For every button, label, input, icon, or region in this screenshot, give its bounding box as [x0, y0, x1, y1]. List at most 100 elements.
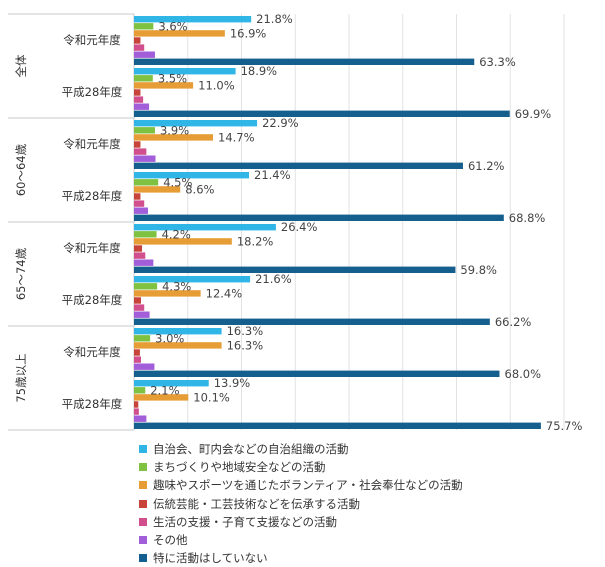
bar — [134, 148, 147, 155]
bar — [134, 141, 141, 148]
bar — [134, 328, 222, 335]
legend-label: 生活の支援・子育て支援などの活動 — [153, 514, 337, 529]
data-label: 66.2% — [495, 315, 532, 329]
category-label: 令和元年度 — [63, 241, 121, 255]
legend-swatch — [139, 517, 147, 526]
data-label: 18.2% — [237, 234, 274, 248]
group-label: 全体 — [14, 54, 28, 77]
bar — [134, 103, 150, 110]
bar — [134, 89, 141, 96]
data-label: 3.5% — [158, 71, 187, 85]
data-label: 21.4% — [254, 168, 291, 182]
legend-swatch — [139, 554, 147, 563]
category-label: 令和元年度 — [63, 345, 121, 359]
bar — [134, 44, 145, 51]
bar — [134, 162, 463, 169]
bar — [134, 193, 141, 200]
data-label: 18.9% — [241, 64, 278, 78]
chart-labels: 全体令和元年度21.8%3.6%16.9%63.3%平成28年度18.9%3.5… — [14, 12, 582, 433]
data-label: 16.9% — [230, 26, 267, 40]
data-label: 3.6% — [158, 19, 187, 33]
legend-swatch — [139, 481, 147, 490]
data-label: 21.6% — [255, 272, 292, 286]
bar — [134, 23, 154, 30]
legend-label: 趣味やスポーツを通じたボランティア・社会奉仕などの活動 — [153, 478, 463, 493]
bar — [134, 37, 141, 44]
legend-item: その他 — [139, 531, 463, 549]
legend-swatch — [139, 463, 147, 472]
bar — [134, 127, 155, 134]
data-label: 68.8% — [509, 211, 546, 225]
data-label: 3.0% — [155, 331, 184, 345]
bar — [134, 349, 140, 356]
bar — [134, 224, 276, 231]
bar — [134, 120, 258, 127]
data-label: 16.3% — [227, 338, 264, 352]
chart-bars — [134, 16, 541, 429]
data-label: 14.7% — [218, 130, 255, 144]
bar — [134, 335, 151, 342]
data-label: 16.3% — [227, 324, 264, 338]
bar — [134, 110, 510, 117]
bar — [134, 134, 214, 141]
bar — [134, 415, 147, 422]
bar — [134, 96, 144, 103]
legend-label: その他 — [153, 532, 188, 547]
bar — [134, 422, 541, 429]
bar — [134, 318, 490, 325]
legend-swatch — [139, 499, 147, 508]
legend-item: 伝統芸能・工芸技術などを伝承する活動 — [139, 495, 463, 513]
legend-item: 趣味やスポーツを通じたボランティア・社会奉仕などの活動 — [139, 476, 463, 494]
data-label: 75.7% — [546, 419, 583, 433]
bar — [134, 200, 145, 207]
bar — [134, 155, 156, 162]
bar — [134, 179, 159, 186]
data-label: 3.9% — [160, 123, 189, 137]
data-label: 11.0% — [198, 78, 235, 92]
legend-item: 自治会、町内会などの自治組織の活動 — [139, 440, 463, 458]
bar — [134, 342, 222, 349]
bar — [134, 82, 194, 89]
bar — [134, 51, 155, 58]
legend-item: 生活の支援・子育て支援などの活動 — [139, 513, 463, 531]
legend-label: 特に活動はしていない — [153, 551, 268, 566]
data-label: 68.0% — [505, 367, 542, 381]
legend-swatch — [139, 445, 147, 454]
category-label: 平成28年度 — [62, 293, 123, 307]
bar — [134, 30, 225, 37]
data-label: 26.4% — [281, 220, 318, 234]
bar — [134, 290, 201, 297]
bar — [134, 214, 504, 221]
bar — [134, 231, 157, 238]
legend-swatch — [139, 536, 147, 545]
data-label: 2.1% — [150, 383, 179, 397]
bar — [134, 75, 153, 82]
bar — [134, 304, 145, 311]
data-label: 12.4% — [206, 286, 243, 300]
legend-label: 伝統芸能・工芸技術などを伝承する活動 — [153, 496, 360, 511]
bar-chart: 全体令和元年度21.8%3.6%16.9%63.3%平成28年度18.9%3.5… — [8, 12, 582, 433]
group-label: 65～74歳 — [14, 247, 28, 300]
chart-grid — [8, 13, 565, 431]
bar — [134, 408, 139, 415]
bar — [134, 186, 181, 193]
bar — [134, 266, 456, 273]
bar — [134, 283, 158, 290]
legend-item: 特に活動はしていない — [139, 549, 463, 567]
bar — [134, 297, 141, 304]
bar — [134, 252, 146, 259]
data-label: 10.1% — [193, 390, 230, 404]
data-label: 4.2% — [162, 227, 191, 241]
bar — [134, 311, 150, 318]
data-label: 4.3% — [162, 279, 191, 293]
legend-label: まちづくりや地域安全などの活動 — [153, 460, 326, 475]
group-label: 75歳以上 — [14, 353, 28, 402]
data-label: 21.8% — [256, 12, 293, 26]
data-label: 61.2% — [468, 159, 505, 173]
data-label: 69.9% — [515, 107, 552, 121]
bar — [134, 16, 252, 23]
category-label: 平成28年度 — [62, 189, 123, 203]
data-label: 8.6% — [185, 182, 214, 196]
bar — [134, 259, 154, 266]
data-label: 13.9% — [214, 376, 251, 390]
